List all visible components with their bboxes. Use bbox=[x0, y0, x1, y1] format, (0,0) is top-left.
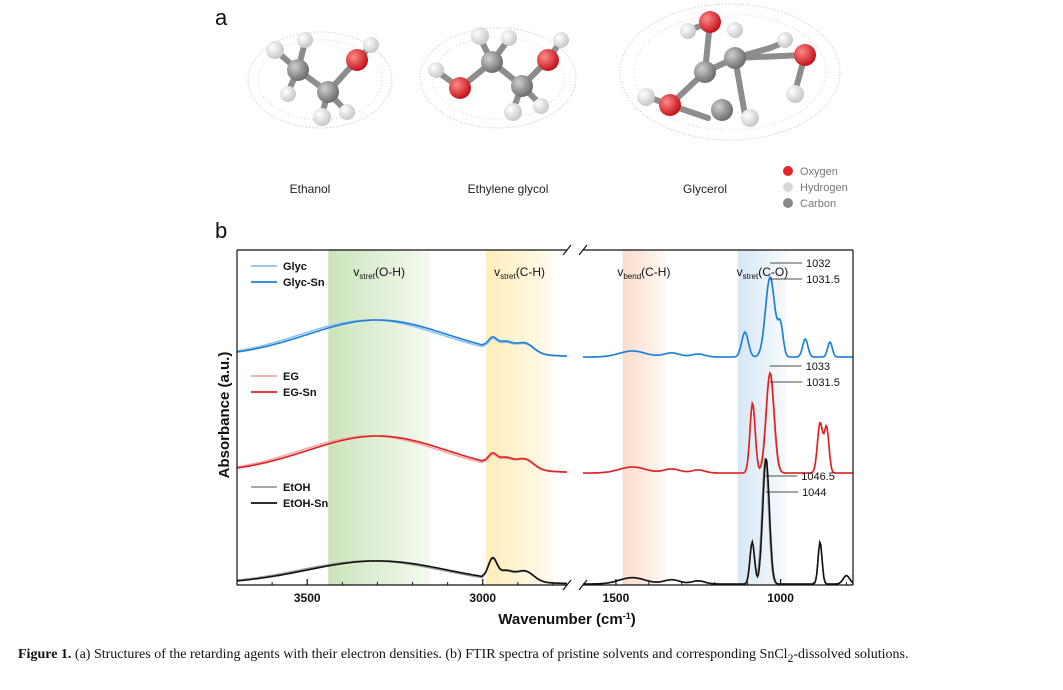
axis-break-top-1 bbox=[578, 244, 588, 256]
band-region-0 bbox=[328, 250, 431, 585]
series-line-eg bbox=[236, 435, 568, 474]
series-legend: Glyc Glyc-Sn EG EG-Sn EtOH EtOH-Sn bbox=[251, 261, 329, 510]
peak-labels: 1032 1031.5 1033 1031.5 1046.5 1044 bbox=[765, 258, 840, 499]
panel-label-b: b bbox=[215, 218, 228, 243]
legend-label-etoh-sn: EtOH-Sn bbox=[283, 498, 329, 510]
series-line-etoh-sn bbox=[236, 556, 567, 585]
glycerol-molecule: Glycerol bbox=[619, 3, 841, 196]
peak-label-2: 1033 bbox=[806, 361, 830, 373]
series-line-etoh-sn bbox=[583, 458, 854, 585]
series-line-glyc bbox=[236, 319, 568, 358]
band-region-label-0: vstret(O-H) bbox=[353, 265, 405, 281]
series-line-glyc-sn bbox=[236, 319, 567, 357]
axis-break-bottom-0 bbox=[562, 579, 572, 591]
ethylene-glycol-molecule: Ethylene glycol bbox=[419, 27, 577, 196]
peak-label-5: 1044 bbox=[802, 487, 826, 499]
caption-text: (a) Structures of the retarding agents w… bbox=[74, 647, 788, 662]
panel-label-a: a bbox=[215, 5, 228, 30]
band-region-2 bbox=[622, 250, 666, 585]
y-axis-title: Absorbance (a.u.) bbox=[216, 352, 233, 479]
oxygen-legend-label: Oxygen bbox=[800, 166, 838, 178]
band-region-label-1: vstret(C-H) bbox=[494, 265, 545, 281]
oxygen-legend-dot bbox=[783, 166, 793, 176]
x-tick-label-2: 1500 bbox=[603, 591, 630, 605]
x-tick-label-3: 1000 bbox=[767, 591, 794, 605]
electron-density-cloud bbox=[247, 31, 393, 129]
molecule-name-ethanol: Ethanol bbox=[290, 182, 331, 196]
electron-density-cloud bbox=[619, 3, 841, 141]
carbon-legend-dot bbox=[783, 198, 793, 208]
series-line-eg-sn bbox=[583, 371, 853, 474]
electron-density-cloud bbox=[633, 13, 827, 131]
band-region-label-3: vstret(C-O) bbox=[737, 265, 789, 281]
spectra-lines bbox=[236, 275, 854, 585]
electron-density-cloud bbox=[419, 27, 577, 129]
ethanol-molecule: Ethanol bbox=[247, 31, 393, 196]
legend-label-glyc: Glyc bbox=[283, 261, 307, 273]
x-tick-label-1: 3000 bbox=[469, 591, 496, 605]
molecule-name-glycerol: Glycerol bbox=[683, 182, 727, 196]
peak-label-1: 1031.5 bbox=[806, 274, 840, 286]
peak-label-0: 1032 bbox=[806, 258, 830, 270]
caption-subscript: 2 bbox=[787, 651, 794, 665]
legend-label-eg-sn: EG-Sn bbox=[283, 387, 317, 399]
band-region-1 bbox=[486, 250, 553, 585]
band-region-3 bbox=[737, 250, 788, 585]
figure-caption: Figure 1. (a) Structures of the retardin… bbox=[18, 646, 1048, 667]
caption-lead: Figure 1. bbox=[18, 647, 72, 662]
x-tick-label-0: 3500 bbox=[294, 591, 321, 605]
caption-tail: -dissolved solutions. bbox=[793, 647, 909, 662]
band-region-label-2: vbend(C-H) bbox=[617, 265, 670, 281]
band-regions: vstret(O-H) vstret(C-H) vbend(C-H) vstret(C… bbox=[328, 250, 788, 585]
atom-legend: Oxygen Hydrogen Carbon bbox=[783, 166, 848, 210]
legend-label-glyc-sn: Glyc-Sn bbox=[283, 277, 325, 289]
x-axis-title: Wavenumber (cm-1) bbox=[498, 611, 636, 628]
peak-label-3: 1031.5 bbox=[806, 377, 840, 389]
series-line-glyc-sn bbox=[583, 275, 853, 358]
legend-label-eg: EG bbox=[283, 371, 299, 383]
plot-frame bbox=[236, 244, 854, 591]
axis-break-top-0 bbox=[562, 244, 572, 256]
molecule-structures-figure: Ethanol Ethylene glycol bbox=[247, 3, 848, 210]
peak-label-4: 1046.5 bbox=[801, 471, 835, 483]
axis-break-bottom-1 bbox=[578, 579, 588, 591]
ftir-spectra-chart: vstret(O-H) vstret(C-H) vbend(C-H) vstret(C… bbox=[216, 244, 854, 628]
electron-density-cloud bbox=[431, 36, 565, 120]
carbon-legend-label: Carbon bbox=[800, 198, 836, 210]
molecule-name-ethylene-glycol: Ethylene glycol bbox=[468, 182, 549, 196]
hydrogen-legend-dot bbox=[783, 182, 793, 192]
legend-label-etoh: EtOH bbox=[283, 482, 311, 494]
x-axis-ticks: 3500 3000 1500 1000 bbox=[271, 579, 847, 605]
series-line-eg-sn bbox=[236, 435, 567, 473]
hydrogen-legend-label: Hydrogen bbox=[800, 182, 848, 194]
